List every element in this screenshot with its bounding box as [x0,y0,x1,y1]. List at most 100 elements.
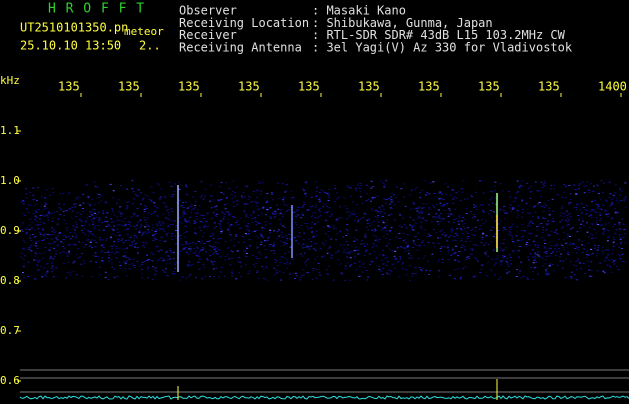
noise-pixel [136,224,139,226]
noise-pixel [35,212,38,213]
noise-pixel [89,260,92,262]
noise-pixel [166,275,169,277]
noise-pixel [302,205,304,207]
noise-pixel [42,229,45,231]
noise-pixel [72,270,75,272]
noise-pixel [353,250,356,252]
noise-pixel [131,243,134,245]
noise-pixel [27,247,30,249]
noise-pixel [209,245,212,247]
noise-pixel [194,233,197,234]
noise-pixel [174,226,177,228]
noise-pixel [452,196,455,198]
noise-pixel [141,262,144,263]
noise-pixel [169,250,172,252]
noise-pixel [33,236,36,238]
noise-pixel [205,226,208,228]
noise-pixel [388,230,391,232]
noise-pixel [251,218,254,219]
noise-pixel [118,224,121,226]
noise-pixel [231,215,234,217]
noise-pixel [255,230,258,232]
noise-pixel [133,240,136,242]
noise-pixel [601,224,603,226]
noise-pixel [414,243,416,245]
noise-pixel [52,233,55,235]
noise-pixel [385,264,388,266]
noise-pixel [325,219,328,221]
noise-pixel [159,198,162,200]
noise-pixel [20,256,23,258]
noise-pixel [387,273,390,275]
noise-pixel [209,255,212,257]
noise-pixel [155,233,158,235]
noise-pixel [101,239,104,241]
noise-pixel [543,180,546,182]
noise-pixel [460,240,463,241]
noise-pixel [362,243,365,245]
noise-pixel [136,235,139,237]
noise-pixel [493,250,496,251]
noise-pixel [282,272,285,274]
noise-pixel [85,184,88,186]
signal-trace [19,395,629,400]
noise-pixel [608,235,611,237]
noise-pixel [474,226,477,228]
noise-pixel [163,202,166,204]
noise-pixel [143,216,146,218]
noise-pixel [154,273,157,275]
noise-pixel [569,198,572,200]
noise-pixel [295,224,298,226]
noise-pixel [108,260,111,262]
noise-pixel [574,189,577,191]
noise-pixel [181,211,184,213]
noise-pixel [36,248,39,250]
noise-pixel [154,230,157,232]
noise-pixel [607,254,610,256]
noise-pixel [107,250,110,252]
noise-pixel [309,206,312,208]
noise-pixel [346,217,349,219]
noise-pixel [612,261,614,263]
noise-pixel [370,200,372,202]
noise-pixel [619,194,622,196]
noise-pixel [318,199,321,200]
noise-pixel [367,198,370,200]
noise-pixel [389,239,391,241]
noise-pixel [297,209,300,211]
noise-pixel [51,262,54,264]
noise-pixel [217,238,220,240]
noise-pixel [381,216,384,217]
noise-pixel [387,242,390,244]
noise-pixel [145,222,148,224]
noise-pixel [409,216,412,218]
noise-pixel [136,247,139,249]
noise-pixel [494,262,497,264]
noise-pixel [185,251,188,253]
noise-pixel [517,239,520,241]
noise-pixel [44,274,47,276]
noise-pixel [285,243,288,244]
noise-pixel [33,229,36,231]
noise-pixel [613,223,616,225]
noise-pixel [562,191,565,193]
noise-pixel [98,221,101,223]
noise-pixel [246,229,249,231]
noise-pixel [234,195,237,197]
noise-pixel [453,219,456,221]
noise-pixel [51,265,54,267]
noise-pixel [411,275,413,277]
noise-pixel [34,204,37,206]
noise-pixel [513,250,515,252]
noise-pixel [363,212,366,214]
noise-pixel [611,249,614,251]
noise-pixel [214,241,217,243]
noise-pixel [50,267,53,269]
noise-pixel [32,213,35,214]
noise-pixel [233,216,236,218]
noise-pixel [258,257,261,259]
noise-pixel [399,237,402,239]
noise-pixel [35,242,38,244]
noise-pixel [187,253,190,255]
noise-pixel [593,185,595,187]
